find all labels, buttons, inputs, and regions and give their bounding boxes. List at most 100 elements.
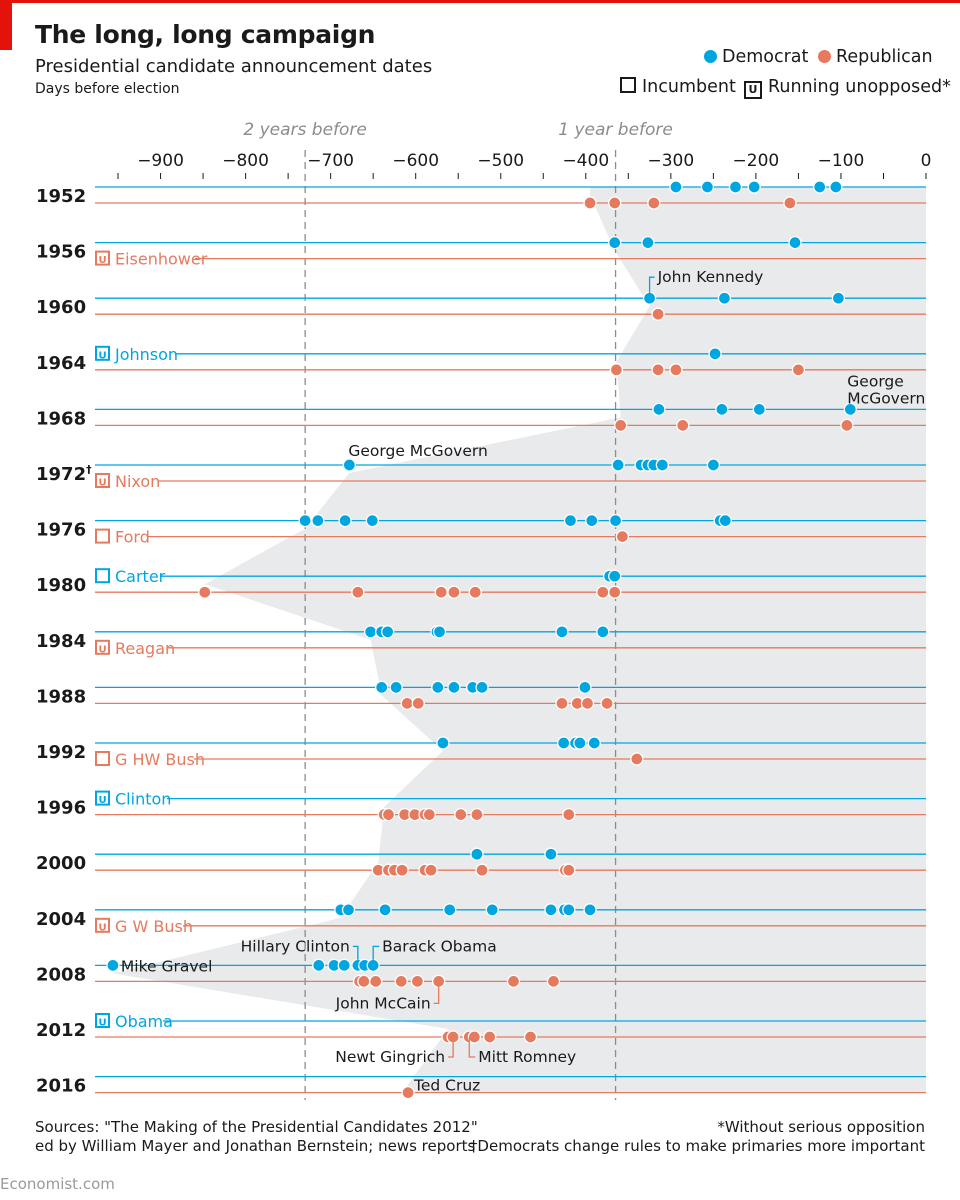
republican-incumbent-label: G HW Bush <box>115 750 205 769</box>
year-label: 1984 <box>36 631 86 652</box>
legend-incumbent: Incumbent <box>620 77 736 97</box>
annotation-leader <box>433 981 440 1005</box>
democrat-candidate-point <box>700 180 715 194</box>
unopposed-mark: U <box>98 922 106 933</box>
democrat-candidate-point <box>831 291 846 305</box>
democrat-candidate-point <box>573 736 587 750</box>
year-label: 1952 <box>36 186 86 207</box>
democrat-candidate-point <box>708 347 722 361</box>
republican-candidate-point <box>351 585 365 599</box>
democrat-candidate-point <box>363 625 378 639</box>
republican-candidate-point <box>783 196 797 210</box>
unopposed-box-icon <box>95 917 110 933</box>
republican-candidate-point <box>583 196 597 210</box>
democrat-candidate-point <box>718 513 732 528</box>
democrat-candidate-point <box>380 625 395 639</box>
democrat-candidate-point <box>587 736 601 750</box>
democrat-candidate-point <box>843 402 857 417</box>
unopposed-box-icon <box>95 790 110 806</box>
year-label: 1996 <box>36 798 86 819</box>
x-tick-label: −200 <box>733 151 780 171</box>
democrat-candidate-point <box>669 180 683 194</box>
democrat-candidate-point <box>608 235 622 250</box>
x-tick-label: −500 <box>477 151 524 171</box>
republican-candidate-point <box>608 585 622 599</box>
x-tick-label: −700 <box>307 151 354 171</box>
democrat-candidate-point <box>432 625 447 639</box>
year-label: 1956 <box>36 242 86 263</box>
footnote-dagger: †Democrats change rules to make primarie… <box>469 1137 925 1155</box>
annotation-label: George <box>847 372 904 390</box>
unopposed-mark: U <box>98 255 106 266</box>
sources-line-1: Sources: "The Making of the Presidential… <box>35 1118 478 1136</box>
democrat-candidate-point <box>652 402 666 417</box>
unopposed-box-icon <box>95 1013 110 1028</box>
annotation-label: Mike Gravel <box>121 957 212 975</box>
democrat-candidate-point <box>788 235 802 250</box>
year-label: 1976 <box>36 520 86 541</box>
democrat-candidate-point <box>752 402 766 417</box>
democrat-incumbent-label: Carter <box>115 567 166 586</box>
unopposed-box-icon <box>95 250 110 266</box>
democrat-candidate-point <box>706 458 721 472</box>
unopposed-box-icon <box>95 473 110 488</box>
democrat-candidate-point <box>717 291 732 305</box>
democrat-candidate-point <box>436 736 450 750</box>
republican-candidate-point <box>422 807 436 822</box>
x-tick-label: −600 <box>392 151 439 171</box>
democrat-candidate-point <box>585 513 599 528</box>
republican-incumbent-label: Nixon <box>115 472 160 491</box>
x-tick-label: −300 <box>647 151 694 171</box>
republican-candidate-point <box>609 363 624 377</box>
republican-candidate-point <box>608 196 622 210</box>
democrat-candidate-point <box>470 847 484 861</box>
sources-line-2: ed by William Mayer and Jonathan Bernste… <box>35 1137 476 1155</box>
reference-line-label: 1 year before <box>558 120 673 140</box>
democrat-candidate-point <box>375 680 389 695</box>
brand-tab <box>0 0 12 50</box>
democrat-candidate-point <box>298 513 312 528</box>
democrat-candidate-point <box>338 513 352 528</box>
republican-candidate-point <box>394 974 408 989</box>
democrat-candidate-point <box>311 513 325 528</box>
republican-candidate-point <box>401 1085 415 1100</box>
legend-unopposed-label: Running unopposed* <box>768 77 951 97</box>
democrat-incumbent-label: Clinton <box>115 790 171 809</box>
year-label: 1972† <box>36 463 92 485</box>
republican-candidate-point <box>198 585 212 599</box>
announcement-chart: −900 −800 −700 −600 −500 −400 −300 −200 −100 0 2 y… <box>36 120 931 1100</box>
legend-republican: Republican <box>818 47 933 67</box>
year-label: 2016 <box>36 1076 86 1097</box>
year-label: 1964 <box>36 353 86 374</box>
top-accent-bar <box>0 0 960 3</box>
democrat-candidate-point <box>596 625 610 639</box>
republican-candidate-point <box>470 807 484 822</box>
legend-democrat-label: Democrat <box>722 47 809 67</box>
democrat-candidate-point <box>544 847 558 861</box>
democrat-candidate-point <box>578 680 592 695</box>
democrat-candidate-point <box>365 513 379 528</box>
annotation-label: McGovern <box>847 389 925 407</box>
republican-candidate-point <box>395 863 409 877</box>
democrat-candidate-point <box>562 903 576 917</box>
footnote-unopposed: *Without serious opposition <box>717 1118 925 1136</box>
democrat-candidate-point <box>555 625 569 639</box>
incumbent-box-icon <box>95 751 110 766</box>
republican-candidate-point <box>630 752 644 766</box>
year-label: 1968 <box>36 408 86 429</box>
democrat-candidate-point <box>608 513 623 528</box>
annotation-label: Barack Obama <box>382 937 497 955</box>
year-label: 2004 <box>36 909 86 930</box>
annotation-label: Newt Gingrich <box>335 1048 445 1066</box>
republican-candidate-point <box>400 696 414 711</box>
democrat-candidate-point <box>378 903 392 917</box>
incumbent-box-icon <box>95 528 110 544</box>
republican-candidate-point <box>468 585 482 599</box>
republican-candidate-point <box>562 863 576 877</box>
unit-label: Days before election <box>35 81 180 97</box>
republican-candidate-point <box>523 1030 538 1044</box>
year-footnote-mark: † <box>86 463 92 476</box>
republican-candidate-point <box>791 363 806 377</box>
republican-candidate-point <box>475 863 489 877</box>
democrat-candidate-point <box>611 458 625 472</box>
